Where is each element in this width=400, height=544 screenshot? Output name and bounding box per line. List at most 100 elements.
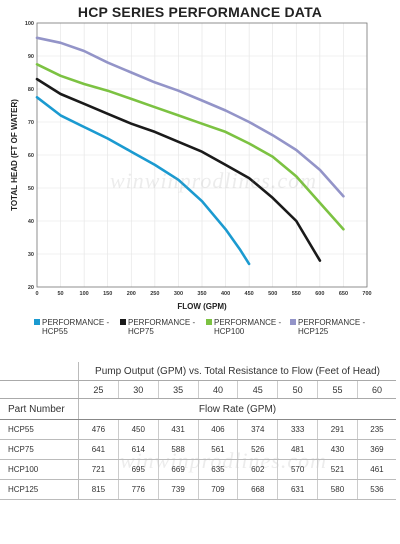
legend-swatch-hcp55 xyxy=(34,319,40,325)
series-line-hcp55 xyxy=(35,96,251,266)
flow-value: 430 xyxy=(317,439,358,460)
y-tick-label: 50 xyxy=(28,186,34,192)
performance-table: Pump Output (GPM) vs. Total Resistance t… xyxy=(0,362,396,500)
legend-label-hcp75: PERFORMANCE - xyxy=(128,318,196,327)
flow-value: 369 xyxy=(357,439,396,460)
x-axis-label: FLOW (GPM) xyxy=(177,302,227,311)
x-tick-label: 150 xyxy=(103,291,112,297)
flow-value: 291 xyxy=(317,419,358,440)
head-value: 55 xyxy=(317,380,358,399)
flow-value: 333 xyxy=(277,419,319,440)
table-row: HCP100 721 695 669 635 602 570 521 461 xyxy=(0,459,396,480)
x-tick-label: 50 xyxy=(58,291,64,297)
x-tick-label: 600 xyxy=(315,291,324,297)
flow-value: 635 xyxy=(198,459,239,480)
x-tick-label: 450 xyxy=(245,291,254,297)
chart-legend: PERFORMANCE - HCP55 PERFORMANCE - HCP75 … xyxy=(34,318,394,346)
x-tick-label: 550 xyxy=(292,291,301,297)
legend-item-hcp100: PERFORMANCE - HCP100 xyxy=(206,318,281,336)
legend-item-hcp75: PERFORMANCE - HCP75 xyxy=(120,318,195,336)
legend-swatch-hcp75 xyxy=(120,319,126,325)
head-value: 45 xyxy=(237,380,279,399)
legend-swatch-hcp125 xyxy=(290,319,296,325)
table-row: HCP55 476 450 431 406 374 333 291 235 xyxy=(0,419,396,440)
x-tick-label: 650 xyxy=(339,291,348,297)
legend-name-hcp100: HCP100 xyxy=(214,327,245,336)
y-tick-label: 90 xyxy=(28,54,34,60)
table-label-row: Part Number Flow Rate (GPM) xyxy=(0,398,396,420)
flow-value: 536 xyxy=(357,479,396,500)
flow-value: 235 xyxy=(357,419,396,440)
flow-value: 431 xyxy=(158,419,199,440)
series-line-hcp75 xyxy=(35,77,322,262)
flow-value: 631 xyxy=(277,479,319,500)
flow-value: 641 xyxy=(78,439,119,460)
flow-rate-label: Flow Rate (GPM) xyxy=(78,398,396,420)
flow-value: 521 xyxy=(317,459,358,480)
y-tick-label: 80 xyxy=(28,87,34,93)
part-number: HCP100 xyxy=(0,459,79,480)
y-tick-label: 70 xyxy=(28,120,34,126)
x-tick-label: 500 xyxy=(268,291,277,297)
table-row: HCP75 641 614 588 561 526 481 430 369 xyxy=(0,439,396,460)
y-tick-labels: 20 30 40 50 60 70 80 90 100 xyxy=(25,21,34,291)
y-tick-label: 20 xyxy=(28,285,34,291)
flow-value: 669 xyxy=(158,459,199,480)
legend-label-hcp100: PERFORMANCE - xyxy=(214,318,282,327)
flow-value: 526 xyxy=(237,439,279,460)
y-tick-label: 40 xyxy=(28,219,34,225)
part-number: HCP55 xyxy=(0,419,79,440)
part-number-label: Part Number xyxy=(0,398,79,420)
legend-label-hcp125: PERFORMANCE - xyxy=(298,318,366,327)
legend-name-hcp125: HCP125 xyxy=(298,327,329,336)
legend-item-hcp55: PERFORMANCE - HCP55 xyxy=(34,318,109,336)
flow-value: 709 xyxy=(198,479,239,500)
x-tick-labels: 0 50 100 150 200 250 300 350 400 450 500 550 600 650 7… xyxy=(35,291,371,297)
flow-value: 776 xyxy=(118,479,159,500)
x-tick-label: 700 xyxy=(362,291,371,297)
x-tick-label: 250 xyxy=(150,291,159,297)
x-tick-label: 350 xyxy=(197,291,206,297)
series-lines xyxy=(35,36,345,266)
performance-chart: 0 50 100 150 200 250 300 350 400 450 500 550 600 650 7… xyxy=(10,21,372,311)
flow-value: 476 xyxy=(78,419,119,440)
flow-value: 721 xyxy=(78,459,119,480)
axes xyxy=(36,22,368,288)
flow-value: 739 xyxy=(158,479,199,500)
legend-label-hcp55: PERFORMANCE - xyxy=(42,318,110,327)
head-value: 35 xyxy=(158,380,199,399)
flow-value: 450 xyxy=(118,419,159,440)
table-corner-cell-2 xyxy=(0,380,79,399)
y-axis-label: TOTAL HEAD (FT OF WATER) xyxy=(10,99,19,211)
head-value: 60 xyxy=(357,380,396,399)
flow-value: 580 xyxy=(317,479,358,500)
flow-value: 815 xyxy=(78,479,119,500)
head-value: 25 xyxy=(78,380,119,399)
flow-value: 570 xyxy=(277,459,319,480)
legend-name-hcp75: HCP75 xyxy=(128,327,154,336)
series-line-hcp125 xyxy=(35,36,345,198)
head-value: 40 xyxy=(198,380,239,399)
flow-value: 588 xyxy=(158,439,199,460)
series-line-hcp100 xyxy=(35,63,345,231)
grid xyxy=(36,22,368,288)
x-tick-label: 300 xyxy=(174,291,183,297)
flow-value: 695 xyxy=(118,459,159,480)
flow-value: 614 xyxy=(118,439,159,460)
head-value: 30 xyxy=(118,380,159,399)
table-header-row: Pump Output (GPM) vs. Total Resistance t… xyxy=(0,362,396,381)
table-corner-cell xyxy=(0,362,79,381)
flow-value: 668 xyxy=(237,479,279,500)
table-header: Pump Output (GPM) vs. Total Resistance t… xyxy=(78,362,396,381)
flow-value: 406 xyxy=(198,419,239,440)
chart-title: HCP SERIES PERFORMANCE DATA xyxy=(77,4,323,20)
plot-frame xyxy=(36,22,368,288)
y-tick-label: 60 xyxy=(28,153,34,159)
part-number: HCP125 xyxy=(0,479,79,500)
flow-value: 561 xyxy=(198,439,239,460)
legend-swatch-hcp100 xyxy=(206,319,212,325)
x-tick-label: 200 xyxy=(127,291,136,297)
flow-value: 461 xyxy=(357,459,396,480)
y-tick-label: 100 xyxy=(25,21,34,27)
x-tick-label: 400 xyxy=(221,291,230,297)
